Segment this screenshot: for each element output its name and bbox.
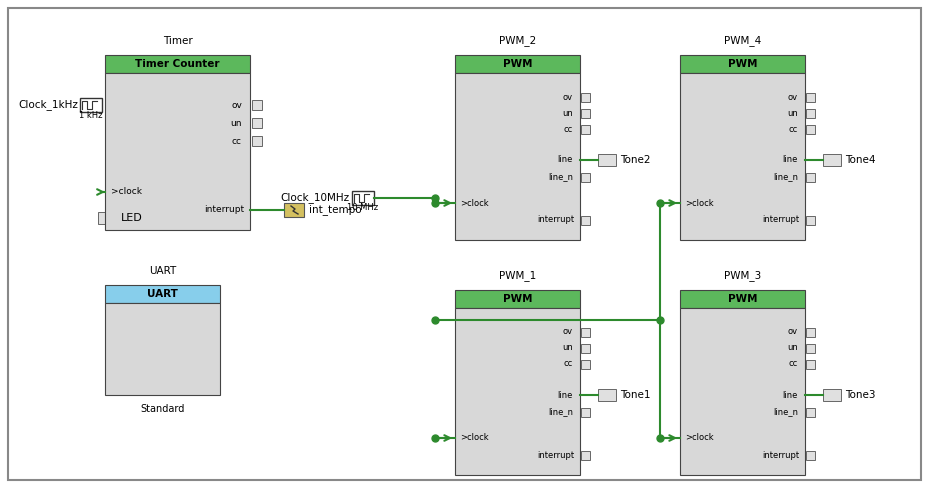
Bar [679, 73, 805, 240]
Text: >clock: >clock [459, 199, 488, 207]
Text: Tone4: Tone4 [844, 155, 874, 165]
Bar [455, 308, 579, 475]
Bar [105, 73, 250, 230]
Text: cc: cc [563, 360, 573, 368]
Text: LED: LED [121, 213, 143, 223]
Text: PWM: PWM [502, 59, 532, 69]
Text: un: un [786, 344, 797, 352]
Bar [581, 327, 590, 337]
Bar [679, 55, 805, 73]
Bar [598, 389, 615, 401]
Text: ov: ov [787, 327, 797, 337]
Text: ov: ov [562, 327, 573, 337]
Text: >clock: >clock [684, 199, 713, 207]
Text: line: line [781, 156, 797, 164]
Bar [105, 285, 220, 303]
Bar [97, 212, 116, 224]
Text: line: line [557, 390, 573, 400]
Bar [806, 216, 815, 224]
Text: UART: UART [147, 289, 178, 299]
Text: line_n: line_n [772, 172, 797, 182]
Text: Tone1: Tone1 [619, 390, 650, 400]
Text: Clock_1kHz: Clock_1kHz [18, 100, 78, 110]
Bar [806, 344, 815, 352]
Bar [251, 118, 262, 128]
Bar [806, 93, 815, 102]
Text: cc: cc [788, 360, 797, 368]
Text: PWM_1: PWM_1 [498, 270, 535, 282]
Text: un: un [230, 119, 241, 127]
Text: Clock_10MHz: Clock_10MHz [279, 193, 349, 203]
Bar [822, 154, 840, 166]
Text: PWM_2: PWM_2 [498, 36, 535, 46]
Text: >clock: >clock [459, 433, 488, 443]
Bar [251, 100, 262, 110]
Bar [455, 55, 579, 73]
Text: un: un [786, 108, 797, 118]
Text: PWM_3: PWM_3 [723, 270, 760, 282]
Text: ov: ov [231, 101, 241, 109]
Text: Timer Counter: Timer Counter [135, 59, 220, 69]
Bar [581, 172, 590, 182]
Text: interrupt: interrupt [761, 216, 798, 224]
Bar [455, 73, 579, 240]
Bar [581, 93, 590, 102]
Text: interrupt: interrupt [536, 450, 574, 460]
Bar [581, 124, 590, 134]
Bar [455, 290, 579, 308]
Bar [598, 154, 615, 166]
Bar [581, 360, 590, 368]
Bar [822, 389, 840, 401]
Text: Tone2: Tone2 [619, 155, 650, 165]
Text: >clock: >clock [110, 187, 142, 197]
Text: line_n: line_n [548, 407, 573, 416]
Text: cc: cc [232, 137, 241, 145]
Bar [806, 450, 815, 460]
Bar [806, 407, 815, 416]
Text: interrupt: interrupt [536, 216, 574, 224]
Text: line_n: line_n [548, 172, 573, 182]
Bar [806, 124, 815, 134]
Text: cc: cc [788, 124, 797, 134]
Bar [806, 360, 815, 368]
Text: un: un [561, 344, 573, 352]
Bar [251, 136, 262, 146]
Text: PWM_4: PWM_4 [723, 36, 760, 46]
Text: 1 kHz: 1 kHz [79, 110, 103, 120]
Text: line: line [781, 390, 797, 400]
Bar [581, 407, 590, 416]
Text: line: line [557, 156, 573, 164]
Text: 10 MHz: 10 MHz [347, 203, 378, 212]
Bar [352, 191, 374, 205]
Bar [284, 203, 303, 217]
Bar [581, 108, 590, 118]
Bar [105, 55, 250, 73]
Bar [581, 344, 590, 352]
Text: Standard: Standard [140, 404, 185, 414]
Bar [806, 172, 815, 182]
Text: UART: UART [148, 266, 176, 276]
Text: int_tempo: int_tempo [309, 204, 361, 216]
Text: Timer: Timer [162, 36, 192, 46]
Text: interrupt: interrupt [761, 450, 798, 460]
Text: cc: cc [563, 124, 573, 134]
Bar [581, 216, 590, 224]
Text: un: un [561, 108, 573, 118]
Text: PWM: PWM [727, 294, 756, 304]
Bar [105, 303, 220, 395]
Bar [806, 108, 815, 118]
Text: ov: ov [562, 93, 573, 102]
Bar [679, 290, 805, 308]
Text: >clock: >clock [684, 433, 713, 443]
Bar [80, 98, 102, 112]
Text: line_n: line_n [772, 407, 797, 416]
Text: Tone3: Tone3 [844, 390, 874, 400]
Text: ov: ov [787, 93, 797, 102]
Text: PWM: PWM [727, 59, 756, 69]
Bar [806, 327, 815, 337]
Text: PWM: PWM [502, 294, 532, 304]
Bar [679, 308, 805, 475]
Bar [581, 450, 590, 460]
Text: interrupt: interrupt [203, 205, 244, 215]
